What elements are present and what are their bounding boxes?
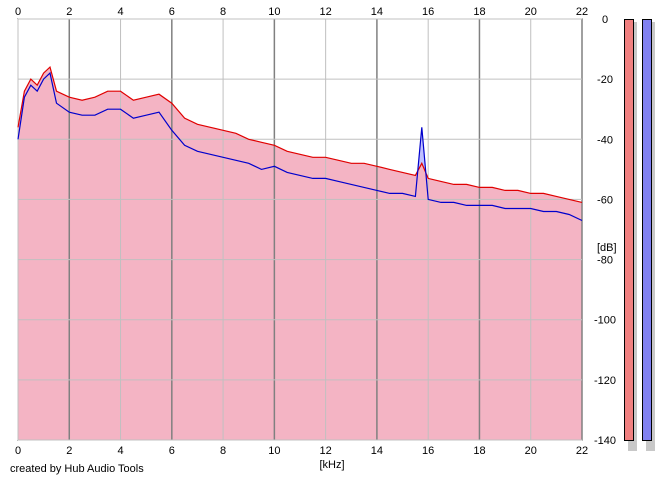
right-level-meter bbox=[642, 19, 652, 441]
y-ticks: 0 -20 -40 -60 -80 -100 -120 -140 bbox=[594, 14, 616, 447]
x-tick-label-bottom: 20 bbox=[525, 445, 537, 457]
x-tick-label-top: 6 bbox=[169, 6, 175, 18]
x-axis-unit-label: [kHz] bbox=[319, 459, 344, 471]
x-tick-label-bottom: 8 bbox=[220, 445, 226, 457]
x-tick-label-top: 10 bbox=[268, 6, 280, 18]
right-channel-line bbox=[17, 71, 583, 222]
x-tick-label-top: 22 bbox=[576, 6, 588, 18]
credit-text: created by Hub Audio Tools bbox=[10, 463, 144, 475]
x-tick-label-bottom: 18 bbox=[473, 445, 485, 457]
x-tick-label-top: 14 bbox=[371, 6, 383, 18]
x-tick-label-bottom: 4 bbox=[117, 445, 123, 457]
left-fill-layer bbox=[18, 67, 582, 440]
left-channel-layer bbox=[17, 65, 583, 203]
x-tick-label-top: 8 bbox=[220, 6, 226, 18]
x-tick-label-bottom: 22 bbox=[576, 445, 588, 457]
x-tick-label-top: 18 bbox=[473, 6, 485, 18]
y-tick-label: -80 bbox=[597, 255, 613, 267]
x-tick-label-bottom: 12 bbox=[320, 445, 332, 457]
x-tick-label-top: 20 bbox=[525, 6, 537, 18]
left-level-meter bbox=[624, 19, 634, 441]
x-tick-label-bottom: 6 bbox=[169, 445, 175, 457]
left-channel-fill bbox=[18, 67, 582, 440]
left-channel-line bbox=[17, 65, 583, 203]
x-ticks-top: 0 2 4 6 8 10 12 14 16 18 20 22 bbox=[15, 6, 588, 18]
y-tick-label: -20 bbox=[597, 74, 613, 86]
x-tick-label-bottom: 0 bbox=[15, 445, 21, 457]
x-tick-label-bottom: 16 bbox=[422, 445, 434, 457]
y-tick-label: -140 bbox=[594, 435, 616, 447]
y-tick-label: 0 bbox=[602, 14, 608, 26]
x-tick-label-top: 2 bbox=[66, 6, 72, 18]
x-tick-label-bottom: 10 bbox=[268, 445, 280, 457]
x-tick-label-top: 12 bbox=[320, 6, 332, 18]
x-tick-label-top: 16 bbox=[422, 6, 434, 18]
x-tick-label-top: 0 bbox=[15, 6, 21, 18]
x-ticks-bottom: 0 2 4 6 8 10 12 14 16 18 20 22 bbox=[15, 445, 588, 457]
y-axis-unit-label: [dB] bbox=[597, 242, 617, 254]
x-tick-label-top: 4 bbox=[117, 6, 123, 18]
right-channel-layer bbox=[17, 71, 583, 222]
x-tick-label-bottom: 14 bbox=[371, 445, 383, 457]
grid-layer bbox=[17, 18, 583, 441]
y-tick-label: -40 bbox=[597, 134, 613, 146]
y-tick-label: -60 bbox=[597, 194, 613, 206]
x-tick-label-bottom: 2 bbox=[66, 445, 72, 457]
y-tick-label: -120 bbox=[594, 375, 616, 387]
y-tick-label: -100 bbox=[594, 315, 616, 327]
spectrum-chart: 0 2 4 6 8 10 12 14 16 18 20 22 0 2 4 6 8 10 12 14 16 18 20 22 … bbox=[15, 6, 617, 471]
